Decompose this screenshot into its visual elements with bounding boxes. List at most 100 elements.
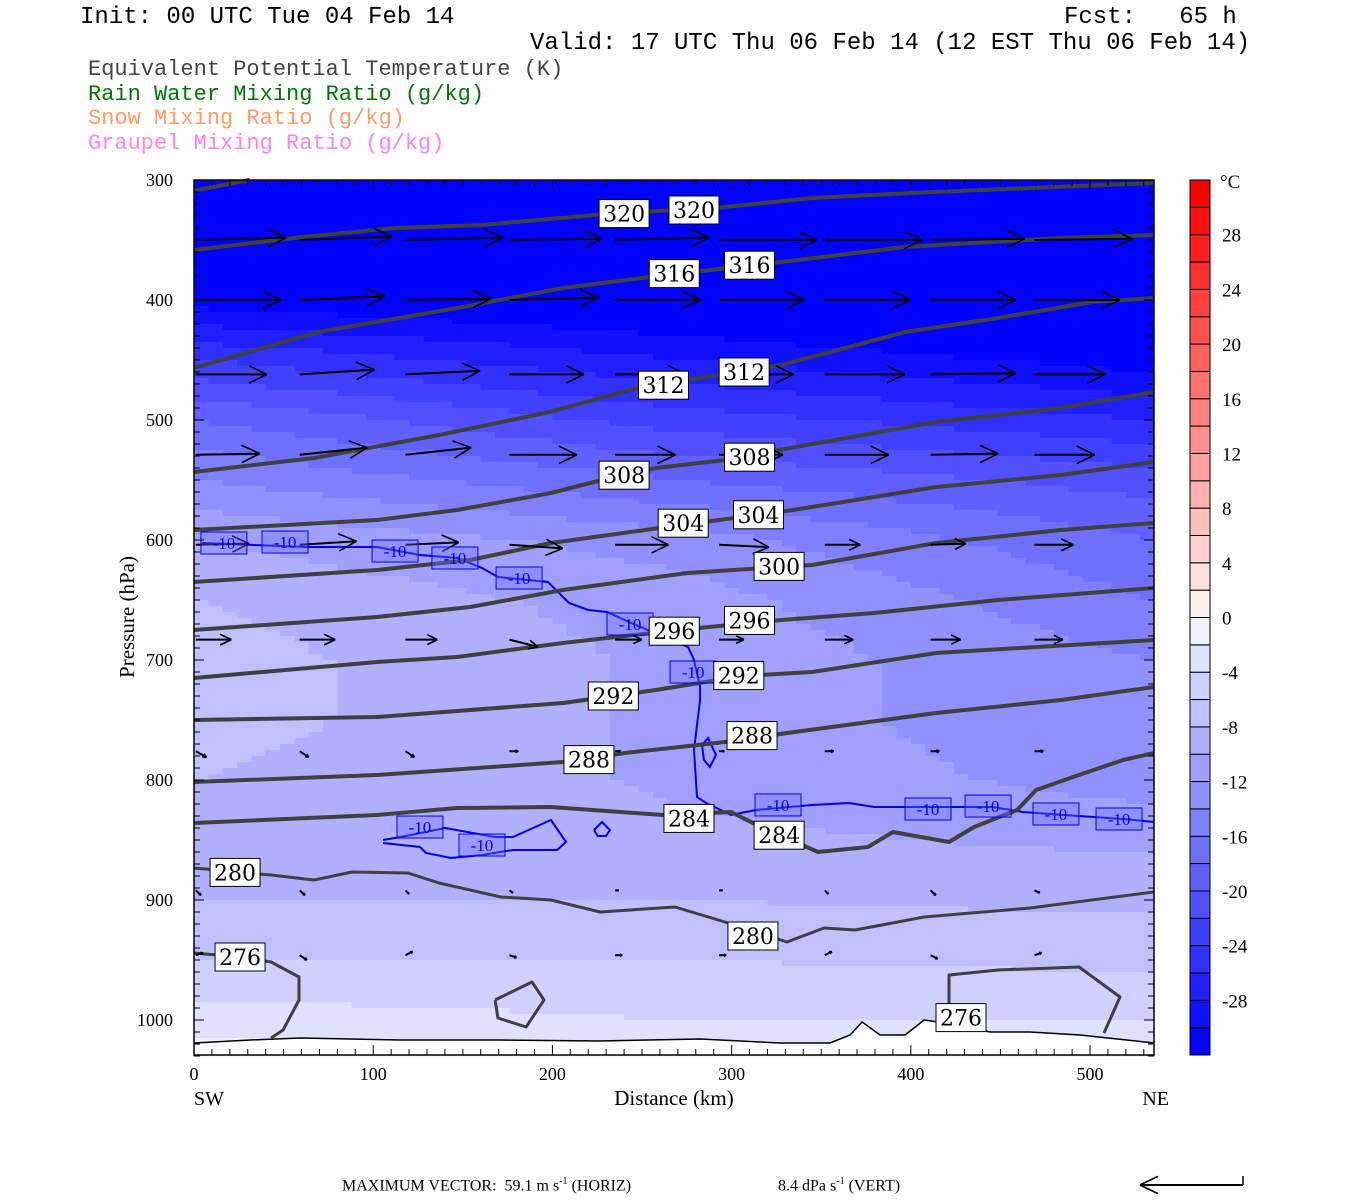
temperature-cell <box>509 312 525 319</box>
temperature-cell <box>208 1008 224 1015</box>
temperature-cell <box>667 456 683 463</box>
temperature-cell <box>466 564 482 571</box>
temperature-cell <box>380 600 396 607</box>
temperature-cell <box>552 696 568 703</box>
temperature-cell <box>452 1032 467 1039</box>
temperature-cell <box>437 822 453 829</box>
temperature-cell <box>308 864 324 871</box>
temperature-cell <box>609 906 625 913</box>
temperature-cell <box>495 708 511 715</box>
temperature-cell <box>251 834 267 841</box>
temperature-cell <box>394 240 410 247</box>
temperature-cell <box>437 966 453 973</box>
temperature-cell <box>237 720 252 727</box>
temperature-cell <box>280 828 295 835</box>
temperature-cell <box>624 342 640 349</box>
temperature-cell <box>523 852 539 859</box>
temperature-cell <box>380 630 396 637</box>
temperature-cell <box>323 282 338 289</box>
temperature-cell <box>581 444 597 451</box>
temperature-cell <box>308 912 324 919</box>
temperature-cell <box>523 186 539 193</box>
temperature-cell <box>552 810 568 817</box>
temperature-cell <box>480 324 496 331</box>
temperature-cell <box>437 990 453 997</box>
temperature-cell <box>437 684 453 691</box>
temperature-cell <box>380 582 396 589</box>
temperature-cell <box>222 564 238 571</box>
temperature-cell <box>452 312 467 319</box>
temperature-cell <box>251 912 267 919</box>
temperature-cell <box>294 426 310 433</box>
temperature-cell <box>495 552 511 559</box>
temperature-cell <box>609 192 625 199</box>
temperature-cell <box>538 654 554 661</box>
temperature-cell <box>222 528 238 535</box>
temperature-cell <box>394 1020 410 1027</box>
temperature-cell <box>466 510 482 517</box>
temperature-cell <box>552 798 568 805</box>
temperature-cell <box>437 1020 453 1027</box>
temperature-cell <box>452 780 467 787</box>
temperature-cell <box>222 378 238 385</box>
temperature-cell <box>452 474 467 481</box>
temperature-cell <box>208 450 224 457</box>
temperature-cell <box>509 384 525 391</box>
temperature-cell <box>638 582 654 589</box>
temperature-cell <box>308 624 324 631</box>
temperature-cell <box>351 198 367 205</box>
temperature-cell <box>595 924 611 931</box>
temperature-cell <box>667 714 683 721</box>
temperature-cell <box>394 774 410 781</box>
temperature-cell <box>566 336 582 343</box>
temperature-cell <box>624 876 640 883</box>
temperature-cell <box>265 858 281 865</box>
temperature-cell <box>667 756 683 763</box>
temperature-cell <box>337 930 353 937</box>
temperature-cell <box>323 306 338 313</box>
temperature-cell <box>237 534 252 541</box>
temperature-cell <box>609 582 625 589</box>
temperature-cell <box>480 840 496 847</box>
temperature-cell <box>323 336 338 343</box>
temperature-cell <box>437 498 453 505</box>
temperature-cell <box>495 822 511 829</box>
temperature-cell <box>638 606 654 613</box>
temperature-cell <box>294 732 310 739</box>
temperature-cell <box>323 408 338 415</box>
temperature-cell <box>480 456 496 463</box>
temperature-cell <box>552 708 568 715</box>
temperature-cell <box>323 180 338 187</box>
temperature-cell <box>495 774 511 781</box>
temperature-cell <box>624 858 640 865</box>
temperature-cell <box>280 354 295 361</box>
temperature-cell <box>581 942 597 949</box>
temperature-cell <box>667 336 683 343</box>
temperature-cell <box>423 618 439 625</box>
temperature-cell <box>280 540 295 547</box>
temperature-cell <box>294 216 310 223</box>
temperature-cell <box>194 564 209 571</box>
temperature-cell <box>581 366 597 373</box>
temperature-cell <box>237 912 252 919</box>
temperature-cell <box>394 348 410 355</box>
temperature-cell <box>222 384 238 391</box>
temperature-cell <box>380 378 396 385</box>
temperature-cell <box>308 948 324 955</box>
temperature-cell <box>466 522 482 529</box>
temperature-cell <box>394 900 410 907</box>
temperature-cell <box>280 318 295 325</box>
temperature-cell <box>552 1020 568 1027</box>
temperature-cell <box>538 888 554 895</box>
temperature-cell <box>595 264 611 271</box>
temperature-cell <box>638 456 654 463</box>
temperature-cell <box>280 840 295 847</box>
temperature-cell <box>208 564 224 571</box>
temperature-cell <box>337 396 353 403</box>
temperature-cell <box>581 666 597 673</box>
temperature-cell <box>609 912 625 919</box>
temperature-cell <box>480 282 496 289</box>
temperature-cell <box>552 558 568 565</box>
temperature-cell <box>595 666 611 673</box>
temperature-cell <box>566 990 582 997</box>
